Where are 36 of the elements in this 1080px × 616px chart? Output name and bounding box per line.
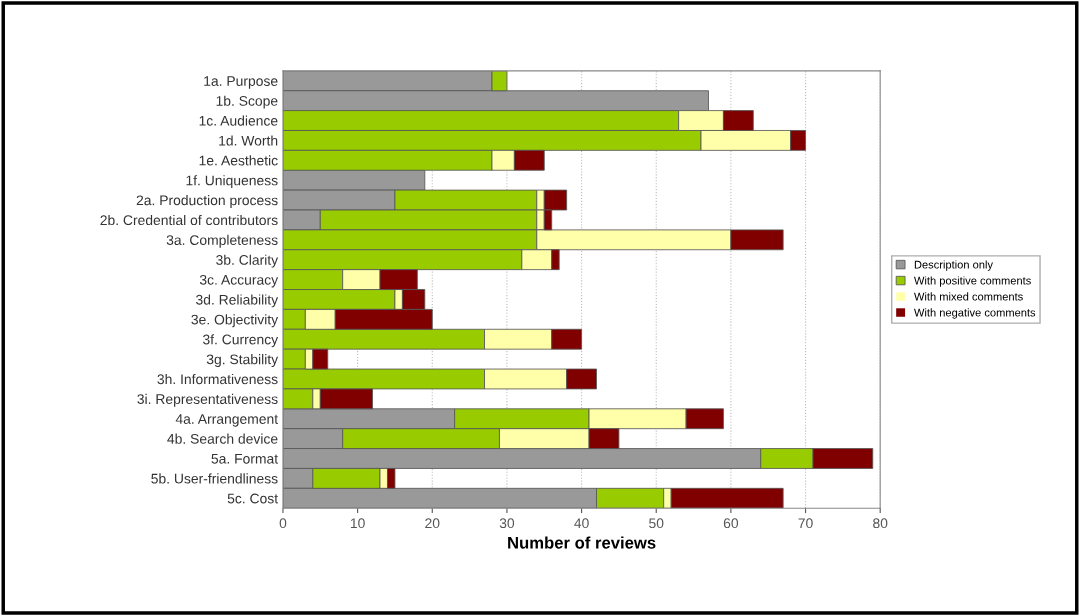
y-tick-label: 1e. Aesthetic xyxy=(199,155,278,166)
x-tick-label: 10 xyxy=(350,518,365,529)
y-tick-label: 2a. Production process xyxy=(136,195,278,208)
y-tick-label: 3b. Clarity xyxy=(216,254,279,268)
y-tick-label: 5c. Cost xyxy=(227,493,278,504)
legend-label: With negative comments xyxy=(914,308,1036,319)
x-tick-label: 30 xyxy=(499,518,515,529)
x-tick-label: 20 xyxy=(425,518,440,529)
y-tick-label: 5b. User-friendliness xyxy=(151,473,278,484)
legend-label: With positive comments xyxy=(914,276,1031,287)
y-tick-label: 1f. Uniqueness xyxy=(186,175,278,189)
x-axis-title: Number of reviews xyxy=(508,536,656,549)
y-tick-label: 5a. Format xyxy=(211,453,278,464)
x-tick-label: 50 xyxy=(649,518,664,529)
y-tick-label: 2b. Credential of contributors xyxy=(100,214,278,226)
legend-label: With mixed comments xyxy=(914,292,1023,301)
y-tick-label: 3h. Informativeness xyxy=(157,373,278,385)
y-tick-label: 4a. Arrangement xyxy=(175,414,279,427)
y-tick-label: 3a. Completeness xyxy=(166,234,278,248)
x-tick-label: 80 xyxy=(873,518,888,529)
x-tick-label: 70 xyxy=(798,518,813,529)
y-tick-label: 3i. Representativeness xyxy=(137,393,278,407)
y-tick-label: 1b. Scope xyxy=(216,95,278,109)
x-tick-label: 0 xyxy=(279,518,287,529)
y-tick-label: 3g. Stability xyxy=(206,354,279,368)
y-tick-label: 4b. Search device xyxy=(167,433,278,444)
y-tick-label: 3d. Reliability xyxy=(196,294,279,308)
y-tick-label: 3f. Currency xyxy=(202,334,279,348)
y-tick-label: 3e. Objectivity xyxy=(191,314,279,328)
y-tick-label: 3c. Accuracy xyxy=(199,274,279,288)
legend-label: Description only xyxy=(914,260,993,271)
y-tick-label: 1a. Purpose xyxy=(204,76,278,89)
x-tick-label: 40 xyxy=(574,518,589,529)
y-tick-label: 1c. Audience xyxy=(199,115,278,126)
x-tick-label: 60 xyxy=(723,518,739,529)
y-tick-label: 1d. Worth xyxy=(219,135,278,146)
